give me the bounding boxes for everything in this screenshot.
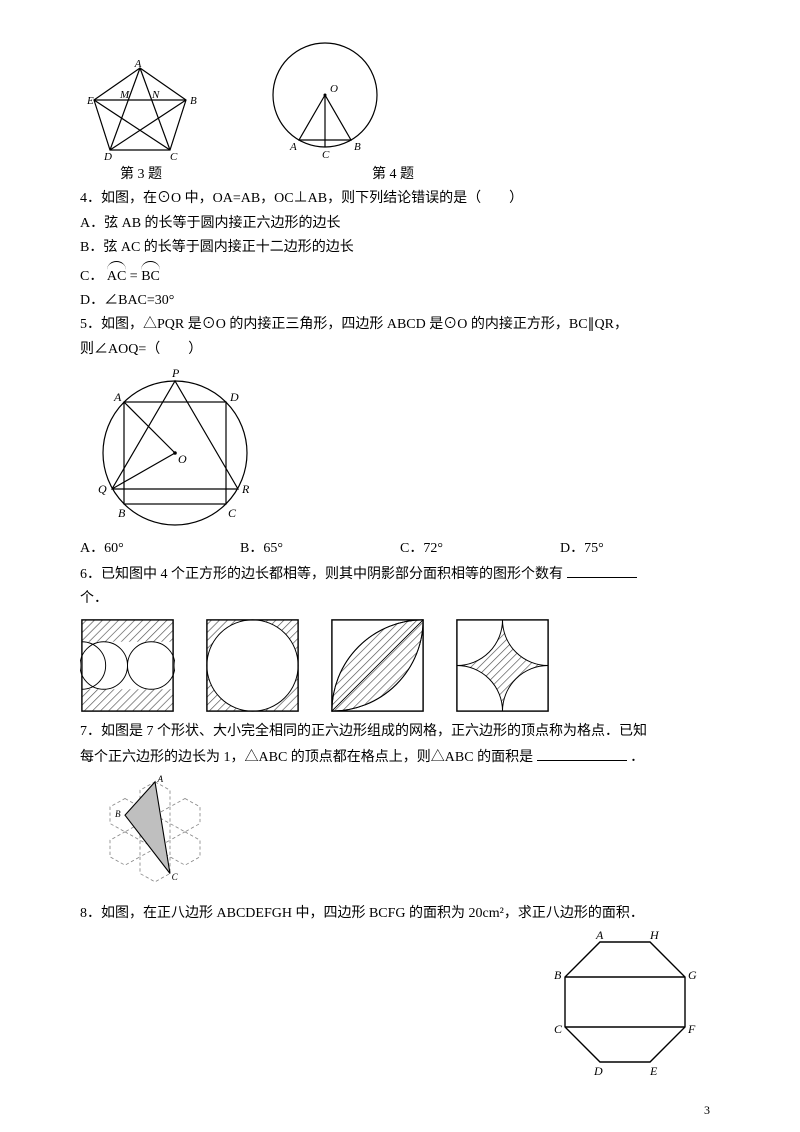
svg-text:N: N bbox=[151, 89, 160, 101]
svg-text:R: R bbox=[241, 482, 250, 496]
svg-text:C: C bbox=[322, 149, 330, 160]
q8-figure: A H B G C F D E bbox=[80, 927, 700, 1077]
q4-stem: 4．如图，在⊙O 中，OA=AB，OC⊥AB，则下列结论错误的是（ ） bbox=[80, 188, 720, 210]
q8-stem: 8．如图，在正八边形 ABCDEFGH 中，四边形 BCFG 的面积为 20cm… bbox=[80, 903, 720, 925]
svg-text:H: H bbox=[649, 928, 660, 942]
svg-text:O: O bbox=[330, 83, 338, 95]
figure-3: A E B D C M N bbox=[80, 60, 200, 160]
svg-text:Q: Q bbox=[98, 482, 107, 496]
q5-optD: D．75° bbox=[560, 538, 720, 560]
svg-text:G: G bbox=[688, 968, 697, 982]
svg-text:A: A bbox=[157, 774, 164, 784]
caption-fig4: 第 4 题 bbox=[372, 164, 414, 186]
q6-blank bbox=[567, 563, 637, 578]
svg-text:M: M bbox=[119, 89, 130, 101]
q6-shapes bbox=[80, 618, 720, 713]
svg-text:B: B bbox=[190, 95, 197, 107]
q4-optC: C． AC = BC bbox=[80, 262, 720, 288]
q4-optD: D．∠BAC=30° bbox=[80, 290, 720, 312]
svg-text:B: B bbox=[554, 968, 562, 982]
q6-stem2: 个． bbox=[80, 588, 720, 610]
q6-shape1 bbox=[80, 618, 175, 713]
q5-optC: C．72° bbox=[400, 538, 560, 560]
svg-text:D: D bbox=[593, 1064, 603, 1077]
svg-text:B: B bbox=[354, 141, 361, 153]
arc-ac: AC bbox=[107, 262, 126, 288]
q6-stem: 6．已知图中 4 个正方形的边长都相等，则其中阴影部分面积相等的图形个数有 bbox=[80, 563, 720, 586]
q6-shape3 bbox=[330, 618, 425, 713]
figure-4: O A B C bbox=[260, 40, 390, 160]
svg-text:D: D bbox=[103, 151, 112, 160]
q6-shape4 bbox=[455, 618, 550, 713]
q5-stem1: 5．如图，△PQR 是⊙O 的内接正三角形，四边形 ABCD 是⊙O 的内接正方… bbox=[80, 314, 720, 336]
q6-shape2 bbox=[205, 618, 300, 713]
svg-text:C: C bbox=[170, 151, 178, 160]
q7-line2: 每个正六边形的边长为 1，△ABC 的顶点都在格点上，则△ABC 的面积是 ． bbox=[80, 746, 720, 769]
svg-text:A: A bbox=[134, 60, 142, 70]
svg-text:F: F bbox=[687, 1022, 696, 1036]
svg-text:D: D bbox=[229, 390, 239, 404]
q5-stem2: 则∠AOQ=（ ） bbox=[80, 339, 720, 361]
q7-blank bbox=[537, 746, 627, 761]
arc-bc: BC bbox=[141, 262, 160, 288]
q7-figure: A B C bbox=[80, 771, 720, 901]
svg-text:B: B bbox=[118, 506, 126, 520]
svg-text:C: C bbox=[172, 872, 179, 882]
svg-text:A: A bbox=[595, 928, 604, 942]
svg-text:C: C bbox=[228, 506, 237, 520]
svg-text:P: P bbox=[171, 366, 180, 380]
svg-text:E: E bbox=[649, 1064, 658, 1077]
svg-text:E: E bbox=[86, 95, 94, 107]
q5-optB: B．65° bbox=[240, 538, 400, 560]
caption-row: 第 3 题 第 4 题 bbox=[80, 164, 720, 186]
figures-row: A E B D C M N O A bbox=[80, 40, 720, 160]
q5-options: A．60° B．65° C．72° D．75° bbox=[80, 538, 720, 560]
q4-optA: A．弦 AB 的长等于圆内接正六边形的边长 bbox=[80, 213, 720, 235]
page-number: 3 bbox=[704, 1101, 710, 1120]
svg-text:C: C bbox=[554, 1022, 563, 1036]
caption-fig3: 第 3 题 bbox=[120, 164, 162, 186]
q7-line1: 7．如图是 7 个形状、大小完全相同的正六边形组成的网格，正六边形的顶点称为格点… bbox=[80, 721, 720, 743]
svg-text:B: B bbox=[115, 809, 121, 819]
svg-text:A: A bbox=[113, 390, 122, 404]
svg-text:A: A bbox=[289, 141, 297, 153]
q4-optB: B．弦 AC 的长等于圆内接正十二边形的边长 bbox=[80, 237, 720, 259]
svg-text:O: O bbox=[178, 452, 187, 466]
q5-figure: P A D Q R B C O bbox=[80, 363, 720, 538]
q5-optA: A．60° bbox=[80, 538, 240, 560]
